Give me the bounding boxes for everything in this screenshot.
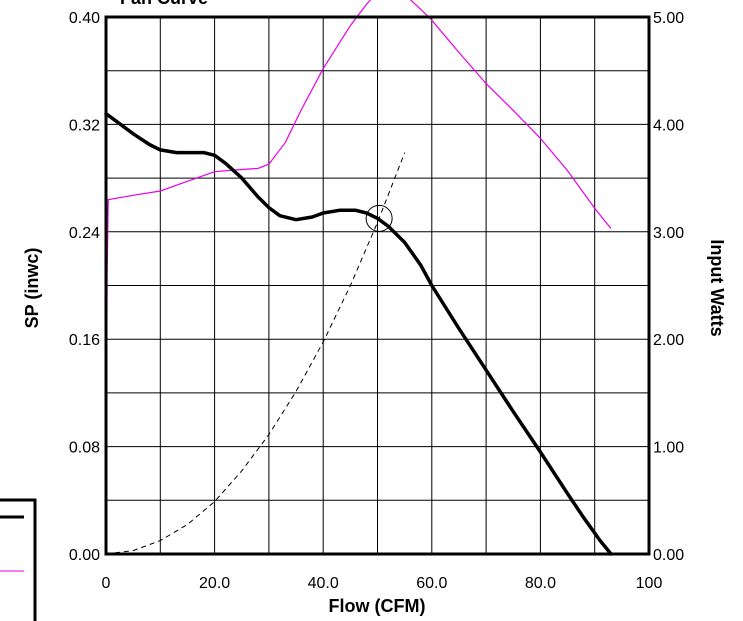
chart-title: Fan Curve xyxy=(120,0,208,8)
static-pressure-line xyxy=(104,111,613,556)
x-tick-label: 0 xyxy=(102,575,111,592)
y-left-tick-label: 0.40 xyxy=(69,10,100,27)
y-left-tick-label: 0.08 xyxy=(69,440,100,457)
y-right-tick-label: 1.00 xyxy=(653,440,684,457)
y-right-tick-label: 4.00 xyxy=(653,117,684,134)
x-axis-label: Flow (CFM) xyxy=(329,596,426,616)
y-right-axis-label: Input Watts xyxy=(707,239,727,336)
legend-box xyxy=(0,498,37,621)
y-left-tick-labels: 0.00 0.08 0.16 0.24 0.32 0.40 xyxy=(69,10,100,564)
x-tick-label: 40.0 xyxy=(308,575,339,592)
y-right-tick-label: 0.00 xyxy=(653,547,684,564)
y-left-tick-label: 0.24 xyxy=(69,225,100,242)
x-tick-labels: 0 20.0 40.0 60.0 80.0 100 xyxy=(102,575,663,592)
x-tick-label: 60.0 xyxy=(416,575,447,592)
y-left-tick-label: 0.00 xyxy=(69,547,100,564)
legend-border xyxy=(0,498,37,621)
x-tick-label: 80.0 xyxy=(525,575,556,592)
system-curve-line xyxy=(105,152,406,555)
y-left-tick-label: 0.16 xyxy=(69,332,100,349)
y-right-tick-labels: 0.00 1.00 2.00 3.00 4.00 5.00 xyxy=(653,10,684,564)
x-tick-label: 20.0 xyxy=(199,575,230,592)
curves xyxy=(104,0,613,556)
y-left-tick-label: 0.32 xyxy=(69,117,100,134)
operating-point-marker xyxy=(365,204,393,232)
y-right-tick-label: 5.00 xyxy=(653,10,684,27)
x-tick-label: 100 xyxy=(636,575,663,592)
plot-frame xyxy=(104,15,651,556)
y-left-axis-label: SP (inwc) xyxy=(22,248,42,329)
input-watts-line xyxy=(105,0,612,555)
y-right-tick-label: 3.00 xyxy=(653,225,684,242)
y-right-tick-label: 2.00 xyxy=(653,332,684,349)
